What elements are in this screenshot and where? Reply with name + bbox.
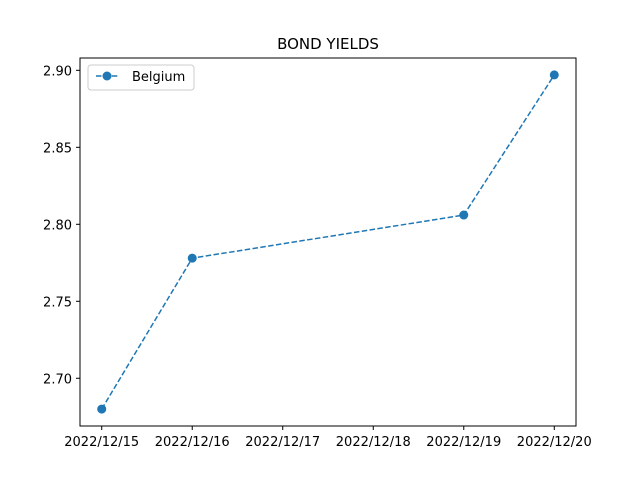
data-point [549, 70, 559, 80]
y-tick-label: 2.80 [43, 218, 72, 233]
y-axis: 2.70 2.75 2.80 2.85 2.90 [43, 64, 80, 387]
plot-area [79, 57, 577, 427]
y-tick-label: 2.85 [43, 141, 72, 156]
x-tick-label: 2022/12/20 [517, 435, 592, 450]
data-point [97, 404, 107, 414]
legend: Belgium [87, 64, 195, 91]
legend-marker-sample [102, 71, 112, 81]
y-tick-label: 2.90 [43, 64, 72, 79]
x-tick-label: 2022/12/15 [64, 435, 139, 450]
series-layer [97, 70, 559, 414]
x-tick-label: 2022/12/17 [245, 435, 320, 450]
x-tick-label: 2022/12/18 [336, 435, 411, 450]
plot-frame [79, 57, 577, 427]
y-tick-label: 2.70 [43, 372, 72, 387]
series-line-belgium [101, 74, 555, 410]
legend-label-belgium: Belgium [132, 70, 185, 85]
x-tick-label: 2022/12/16 [155, 435, 230, 450]
data-point [187, 253, 197, 263]
x-axis: 2022/12/15 2022/12/16 2022/12/17 2022/12/18… [64, 426, 592, 450]
chart-title: BOND YIELDS [277, 35, 379, 53]
x-tick-label: 2022/12/19 [426, 435, 501, 450]
y-tick-label: 2.75 [43, 295, 72, 310]
data-point [459, 210, 469, 220]
legend-box [87, 64, 195, 91]
